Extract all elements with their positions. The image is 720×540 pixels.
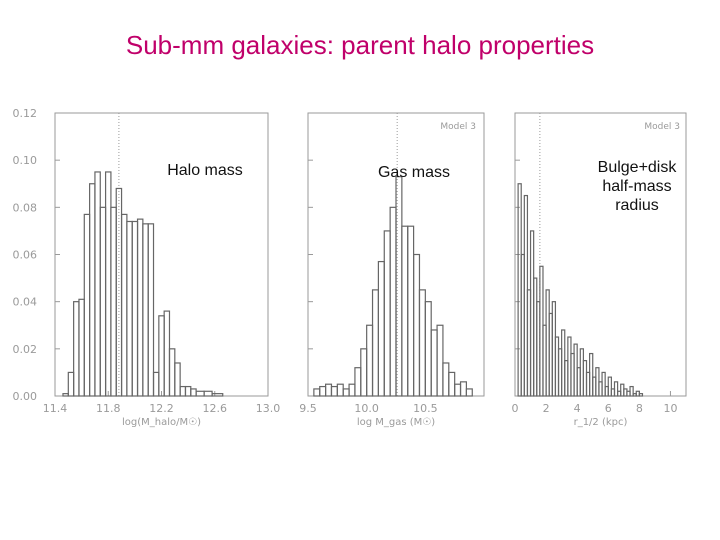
panel-2-bin-12 [383,230,391,397]
panel-3-bin-23 [589,352,594,397]
panel-1-xtick-label-2: 12.2 [149,402,174,415]
panel-1-ytick-label-5: 0.10 [13,154,38,167]
panel-1-ytick-label-6: 0.12 [13,107,38,120]
panel-2-bin-8 [360,348,368,397]
panel-1-annotation-0: Halo mass [167,162,243,179]
panel-1-frame [54,112,269,397]
panel-3-annotation-0: Bulge+disk [598,159,678,176]
panel-2-bin-15 [401,225,409,397]
panel-2-annotation-0: Gas mass [378,164,450,181]
panel-1-bin-18 [158,315,165,397]
panel-2-bin-4 [336,383,344,397]
panel-1-bin-10 [115,187,123,397]
panel-1-bin-13 [131,220,139,397]
panel-1-xtick-label-4: 13.0 [256,402,281,415]
panel-3-bin-36 [629,385,634,397]
panel-3-xtick-label-2: 4 [574,402,581,415]
panel-2-xlabel: log M_gas (M☉) [357,417,435,428]
panel-2-bin-3 [330,385,338,397]
panel-1-xtick-label-3: 12.6 [203,402,228,415]
panel-2-bin-20 [430,329,438,397]
panel-3-bin-31 [613,381,619,397]
panel-2-bin-19 [424,301,432,397]
panel-1-xlabel: log(M_halo/M☉) [122,417,201,428]
panel-1-bin-24 [190,388,197,397]
panel-1-bin-19 [163,310,171,397]
panel-3-xtick-label-3: 6 [605,402,612,415]
panel-3-xtick-label-1: 2 [543,402,550,415]
panel-3-bin-39 [638,393,644,397]
panel-2-bin-22 [442,362,450,397]
panel-2-xtick-label-0: 9.5 [299,402,317,415]
panel-2-bin-7 [354,367,362,397]
panel-3-xtick-label-5: 10 [663,402,677,415]
panel-2-model-label: Model 3 [440,122,476,132]
panel-1-bin-2 [73,301,80,397]
panel-2-bin-9 [366,324,374,397]
panel-3-xlabel: r_1/2 (kpc) [574,417,628,428]
panel-3-annotation-1: half-mass [602,178,671,195]
panel-3-xtick-label-4: 8 [636,402,643,415]
panel-1-bin-23 [184,385,192,397]
panel-1-bin-25 [195,390,205,397]
panel-1-bin-4 [83,213,91,397]
panel-2-bin-26 [465,388,473,397]
panel-2-bin-24 [454,383,462,397]
panel-1-bin-17 [152,371,160,397]
panel-3-frame [514,112,687,397]
panel-1-bin-14 [136,218,144,397]
panel-1-bin-22 [179,385,187,397]
panel-2-bin-17 [413,253,421,397]
panel-1-bin-26 [203,390,213,397]
panel-2-bin-16 [407,225,415,397]
panel-1-bin-8 [104,171,112,397]
panel-1-ytick-label-0: 0.00 [13,390,38,403]
panel-2-bin-13 [389,206,397,397]
panel-1-xtick-label-0: 11.4 [43,402,68,415]
panel-1-bin-3 [78,298,85,397]
panel-2-bin-21 [436,324,444,397]
panel-1-bin-5 [89,183,96,397]
panel-2-bin-1 [319,385,327,397]
panel-1-ytick-label-4: 0.08 [13,201,38,214]
panel-2-bin-18 [418,289,426,397]
panel-2-bin-23 [448,371,456,397]
panel-2-xtick-label-1: 10.0 [354,402,379,415]
panel-3-model-label: Model 3 [644,122,680,132]
panel-1-ytick-label-1: 0.02 [13,343,38,356]
panel-1-bin-21 [174,362,181,397]
panel-2-bin-0 [313,388,321,397]
panel-1-xtick-label-1: 11.8 [96,402,121,415]
panel-1-bin-12 [126,220,133,397]
panel-3-bin-29 [607,376,612,397]
panel-2-xtick-label-2: 10.5 [413,402,438,415]
panel-3-bin-27 [601,371,606,397]
panel-1-bin-1 [67,371,75,397]
panel-2-bin-10 [371,289,379,397]
panel-2-bin-11 [377,260,385,397]
slide-title: Sub-mm galaxies: parent halo properties [125,30,595,60]
panel-1-ytick-label-3: 0.06 [13,249,38,262]
panel-1-ytick-label-2: 0.04 [13,296,38,309]
panel-1-bin-27 [211,393,224,397]
panel-2-bin-2 [325,383,333,397]
panel-1-bin-0 [62,393,69,397]
panel-1-bin-15 [142,223,149,397]
panel-3-xtick-label-0: 0 [512,402,519,415]
panel-3-annotation-2: radius [615,197,659,214]
panel-1-bin-7 [99,206,107,397]
panel-2-bin-25 [459,381,467,397]
panel-1-bin-11 [120,213,128,397]
panel-1-bin-6 [94,171,101,397]
panel-1-bin-20 [168,348,176,397]
panel-2-bin-6 [348,383,356,397]
panel-1-bin-9 [110,206,117,397]
panel-1-bin-16 [147,223,155,397]
panel-2-bin-5 [342,388,350,397]
